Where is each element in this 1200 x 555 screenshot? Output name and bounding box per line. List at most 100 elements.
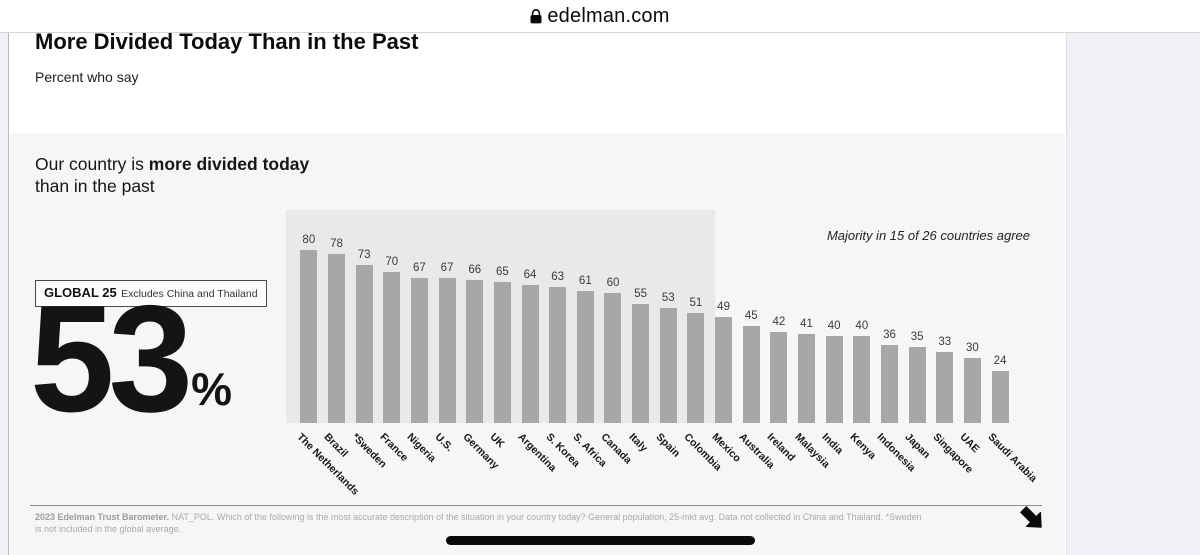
bar — [604, 293, 622, 423]
right-gutter — [1066, 33, 1200, 555]
bar-value-label: 64 — [523, 269, 537, 281]
bar-value-label: 51 — [689, 297, 703, 309]
bar-slot: 24 — [986, 210, 1014, 423]
footnote-text: NAT_POL. Which of the following is the m… — [35, 512, 922, 534]
global-average-number: 53 — [30, 274, 193, 444]
bar-slot: 55 — [627, 210, 655, 423]
bar — [521, 285, 539, 423]
global-25-note: Excludes China and Thailand — [121, 288, 258, 300]
bar — [908, 347, 926, 423]
bar-slot: 61 — [572, 210, 600, 423]
bar — [383, 272, 401, 423]
next-slide-arrow-icon[interactable] — [1017, 503, 1047, 533]
bar-value-label: 40 — [855, 320, 869, 332]
bar — [355, 265, 373, 423]
slide-header: More Divided Today Than in the Past Perc… — [10, 29, 1065, 133]
browser-address-bar[interactable]: edelman.com — [0, 0, 1200, 33]
bar — [466, 280, 484, 423]
home-indicator-handle[interactable] — [446, 536, 755, 545]
bar-value-label: 36 — [883, 329, 896, 341]
bar-value-label: 40 — [827, 320, 841, 332]
bar — [991, 371, 1009, 423]
bar — [632, 304, 650, 423]
bar-value-label: 42 — [772, 316, 786, 328]
bar-value-label: 73 — [357, 249, 371, 261]
bar-slot: 70 — [378, 210, 406, 423]
bar-slot: 60 — [599, 210, 627, 423]
bar-slot: 40 — [848, 210, 876, 423]
footer-divider — [30, 505, 1042, 506]
chart-statement: Our country is more divided today than i… — [35, 153, 309, 198]
percent-sign: % — [191, 363, 232, 415]
bar-value-label: 30 — [966, 342, 979, 354]
bar-category-label: Saudi Arabia — [985, 431, 1040, 485]
bar-value-label: 33 — [938, 336, 952, 348]
bar-slot: 49 — [710, 210, 738, 423]
bar-value-label: 24 — [993, 355, 1007, 367]
lock-icon — [530, 8, 542, 23]
global-25-label: GLOBAL 25 — [44, 285, 117, 300]
bar-slot: 51 — [682, 210, 710, 423]
source-footnote: 2023 Edelman Trust Barometer. NAT_POL. W… — [35, 511, 923, 535]
bar-slot: 64 — [516, 210, 544, 423]
bar-category-label: Nigeria — [404, 431, 439, 465]
address-text[interactable]: edelman.com — [547, 4, 670, 27]
bar-category-label: UK — [487, 431, 508, 451]
bar-slot: 35 — [903, 210, 931, 423]
bar-value-label: 78 — [330, 238, 343, 250]
bar-slot: 73 — [350, 210, 378, 423]
bar — [687, 313, 705, 423]
footnote-source: 2023 Edelman Trust Barometer. — [35, 512, 170, 522]
bar-value-label: 67 — [440, 262, 454, 274]
slide-title: More Divided Today Than in the Past — [35, 29, 419, 54]
bar-slot: 42 — [765, 210, 793, 423]
bar-value-label: 61 — [578, 275, 592, 287]
bar-value-label: 65 — [495, 266, 509, 278]
bar — [300, 250, 318, 423]
bar — [853, 336, 871, 423]
bar — [770, 332, 788, 423]
bar-slot: 63 — [544, 210, 572, 423]
bar-slot: 36 — [876, 210, 904, 423]
bar-category-label: U.S. — [432, 431, 456, 454]
global-25-box: GLOBAL 25 Excludes China and Thailand — [35, 280, 267, 307]
bar-value-label: 80 — [302, 234, 316, 246]
bar-value-label: 41 — [800, 318, 813, 330]
bar-value-label: 66 — [468, 264, 482, 276]
bar-category-label: Kenya — [847, 431, 879, 462]
bar — [576, 291, 594, 423]
bar-value-label: 45 — [744, 310, 758, 322]
bar-value-label: 53 — [661, 292, 675, 304]
bar — [659, 308, 677, 423]
bar — [963, 358, 981, 423]
statement-bold: more divided today — [148, 154, 310, 174]
bar — [715, 317, 733, 423]
chart-annotation: Majority in 15 of 26 countries agree — [826, 228, 1030, 243]
slide-subtitle: Percent who say — [35, 69, 139, 85]
bar — [936, 352, 954, 423]
left-gutter — [0, 33, 9, 555]
statement-part2: than in the past — [35, 176, 155, 197]
bar-slot: 30 — [959, 210, 987, 423]
bar-slot: 65 — [489, 210, 517, 423]
bar-slot: 33 — [931, 210, 959, 423]
bar — [549, 287, 567, 423]
bar-slot: 78 — [323, 210, 351, 423]
bar-value-label: 63 — [551, 271, 565, 283]
bar-slot: 67 — [433, 210, 461, 423]
bar-slot: 80 — [295, 210, 323, 423]
bar-slot: 53 — [654, 210, 682, 423]
bar-value-label: 67 — [413, 262, 426, 274]
bar-value-label: 70 — [385, 256, 399, 268]
bar — [880, 345, 898, 423]
bar — [798, 334, 815, 423]
bar-slot: 66 — [461, 210, 489, 423]
bar — [327, 254, 345, 423]
statement-part1: Our country is — [35, 154, 149, 174]
bar — [742, 326, 760, 423]
bar-category-label: UAE — [957, 431, 983, 456]
bar-chart: Majority in 15 of 26 countries agree 80 T… — [286, 210, 1046, 498]
bar-value-label: 49 — [717, 301, 730, 313]
bar — [493, 282, 511, 423]
